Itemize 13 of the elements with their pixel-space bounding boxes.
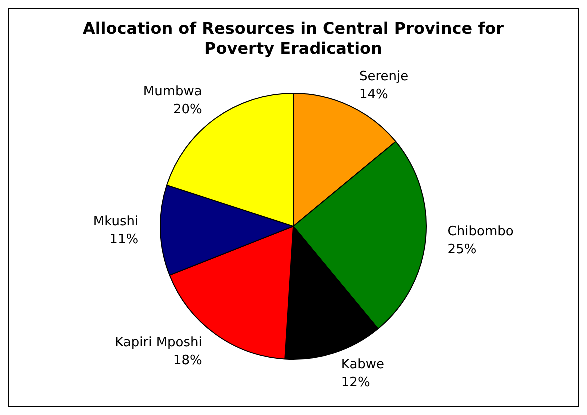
- slice-label: Mumbwa: [143, 84, 202, 100]
- data-label: 20%: [173, 102, 202, 118]
- slice-label: Mkushi: [93, 214, 139, 230]
- slice-label: Kabwe: [341, 357, 385, 372]
- slice-label: Chibombo: [448, 224, 514, 240]
- data-label: 18%: [173, 353, 202, 368]
- chart-title: Allocation of Resources in Central Province for Poverty Eradication: [82, 19, 506, 59]
- data-label: 14%: [359, 88, 388, 103]
- slice-label: Serenje: [359, 70, 409, 85]
- data-label: 25%: [448, 242, 477, 258]
- slice-label: Kapiri Mposhi: [115, 335, 202, 350]
- data-label: 12%: [341, 375, 370, 390]
- data-label: 11%: [110, 232, 139, 248]
